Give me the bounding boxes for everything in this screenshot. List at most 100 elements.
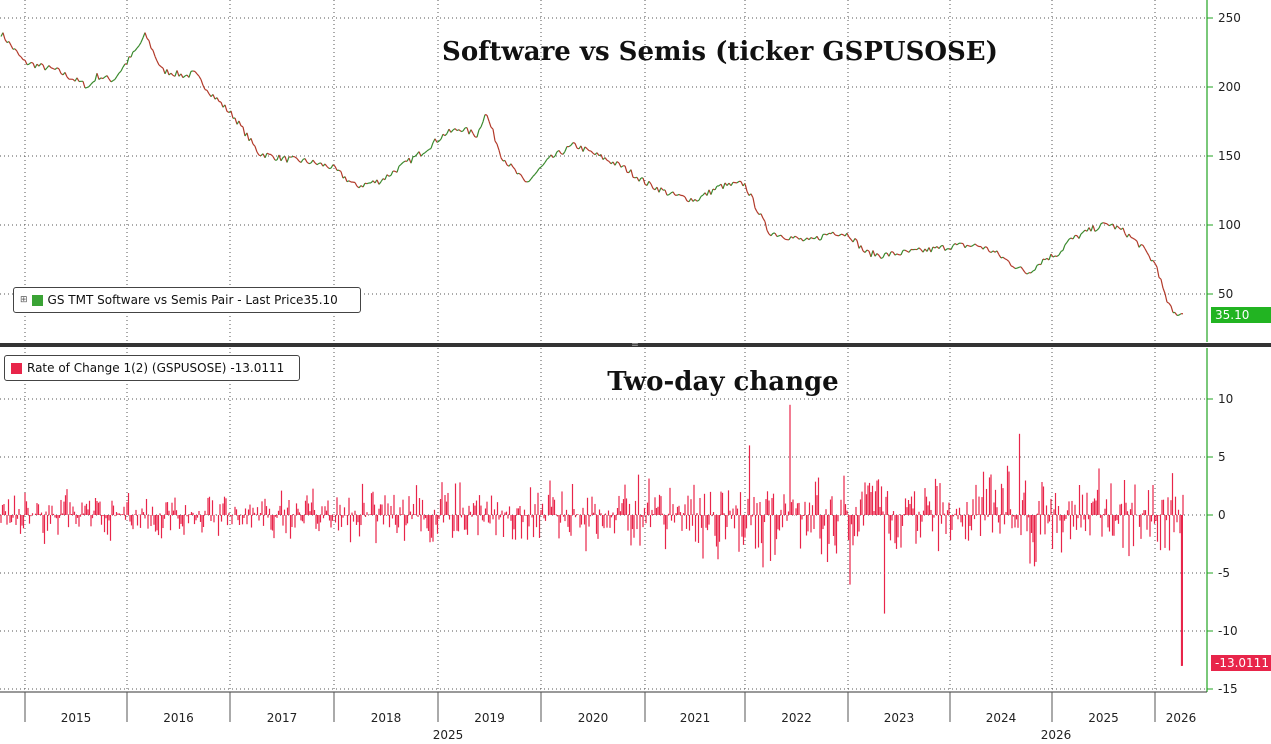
price-segment: [1096, 227, 1100, 231]
bottom-chart-title: Two-day change: [607, 367, 838, 397]
price-segment: [66, 76, 70, 80]
price-segment: [226, 110, 230, 114]
price-segment: [196, 73, 200, 77]
price-segment: [848, 236, 852, 240]
price-segment: [1102, 222, 1106, 224]
price-segment: [760, 213, 764, 219]
price-segment: [1020, 266, 1024, 270]
price-segment: [710, 188, 714, 195]
price-segment: [278, 154, 282, 162]
price-segment: [238, 120, 242, 127]
price-segment: [202, 85, 206, 90]
y-tick-label-bottom: -15: [1218, 682, 1238, 696]
price-segment: [558, 150, 562, 154]
price-segment: [586, 148, 590, 152]
price-segment: [1016, 266, 1020, 269]
price-segment: [568, 144, 572, 148]
price-segment: [376, 179, 380, 185]
price-legend[interactable]: ⊞ GS TMT Software vs Semis Pair - Last P…: [13, 287, 361, 313]
price-segment: [964, 244, 968, 249]
price-segment: [106, 75, 110, 80]
x-year-label: 2023: [884, 711, 915, 725]
price-segment: [10, 45, 14, 50]
roc-last-tag: -13.0111: [1211, 655, 1271, 671]
expand-icon[interactable]: ⊞: [20, 295, 28, 305]
price-segment: [730, 182, 734, 186]
price-segment: [358, 185, 362, 189]
x-year-label: 2025: [1088, 711, 1119, 725]
price-segment: [1004, 258, 1008, 261]
price-segment: [696, 199, 700, 202]
y-tick-label-top: 200: [1218, 80, 1241, 94]
price-legend-swatch: [31, 294, 43, 306]
price-segment: [304, 158, 308, 163]
price-segment: [1064, 241, 1068, 246]
price-segment: [606, 159, 610, 162]
price-segment: [64, 72, 68, 78]
price-segment: [546, 157, 550, 160]
price-segment: [1106, 223, 1110, 227]
y-tick-label-bottom: -5: [1218, 566, 1230, 580]
price-segment: [540, 164, 544, 168]
price-segment: [126, 56, 130, 65]
price-segment: [144, 32, 148, 39]
price-segment: [170, 72, 174, 76]
price-segment: [992, 250, 996, 253]
price-segment: [750, 193, 754, 199]
price-segment: [810, 237, 814, 240]
price-segment: [284, 156, 288, 163]
roc-legend[interactable]: Rate of Change 1(2) (GSPUSOSE) -13.0111: [4, 355, 300, 381]
price-segment: [1110, 223, 1114, 226]
price-segment: [1066, 238, 1070, 243]
price-segment: [756, 211, 760, 215]
price-segment: [334, 165, 338, 171]
price-segment: [1162, 287, 1166, 294]
price-segment: [624, 165, 628, 173]
x-year-label: 2017: [267, 711, 298, 725]
price-segment: [856, 240, 860, 249]
x-year-label: 2021: [680, 711, 711, 725]
price-segment: [1130, 236, 1134, 239]
price-segment: [206, 89, 210, 95]
price-segment: [1056, 254, 1060, 257]
price-legend-sep: 35.10: [303, 293, 338, 307]
price-segment: [808, 237, 812, 241]
price-segment: [462, 127, 466, 132]
price-segment: [658, 187, 662, 193]
price-segment: [188, 71, 192, 78]
roc-legend-swatch: [11, 362, 22, 374]
price-segment: [864, 249, 868, 253]
price-segment: [116, 72, 120, 77]
price-segment: [100, 77, 104, 80]
price-segment: [652, 187, 656, 191]
price-segment: [826, 232, 830, 236]
price-segment: [30, 61, 34, 64]
price-segment: [146, 37, 150, 41]
price-segment: [42, 64, 46, 71]
price-segment: [110, 80, 114, 83]
price-segment: [918, 247, 922, 251]
price-segment: [798, 237, 802, 240]
price-segment: [1062, 244, 1066, 251]
price-segment: [542, 162, 546, 166]
price-segment: [18, 54, 22, 58]
price-segment: [1058, 251, 1062, 256]
price-segment: [82, 81, 86, 89]
top-chart-title: Software vs Semis (ticker GSPUSOSE): [442, 37, 998, 67]
price-segment: [384, 174, 388, 180]
price-segment: [944, 248, 948, 251]
x-year-label: 2020: [578, 711, 609, 725]
price-segment: [896, 253, 900, 256]
price-segment: [14, 48, 18, 52]
price-segment: [764, 221, 768, 231]
price-segment: [166, 69, 170, 76]
price-segment: [706, 189, 710, 196]
price-segment: [1044, 257, 1048, 261]
price-segment: [286, 156, 290, 163]
price-segment: [528, 178, 532, 182]
price-segment: [4, 39, 8, 43]
price-segment: [450, 129, 454, 133]
price-segment: [88, 83, 92, 87]
price-segment: [60, 73, 64, 76]
